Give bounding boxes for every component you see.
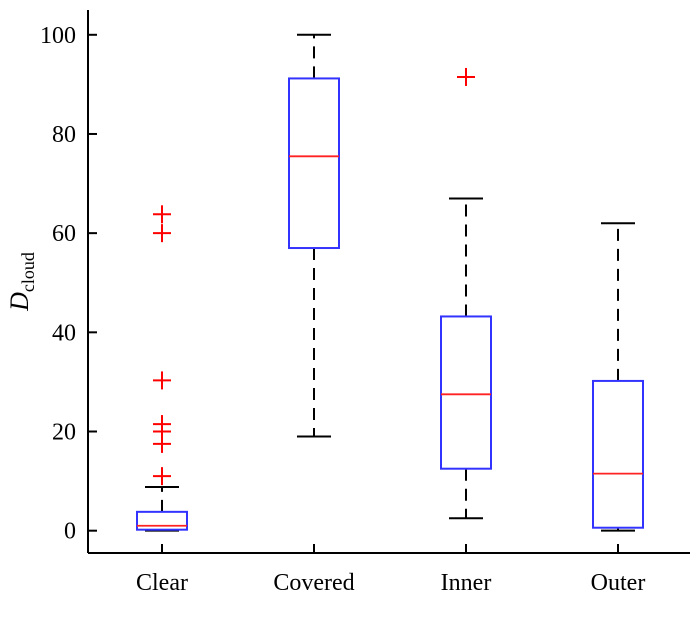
iqr-box	[136, 510, 188, 531]
x-tick-label: Clear	[136, 570, 188, 596]
y-tick-label: 0	[64, 519, 76, 545]
box-inner	[440, 67, 492, 520]
y-tick-label: 80	[52, 122, 76, 148]
box-series	[136, 33, 644, 532]
outlier-marker	[153, 415, 171, 434]
y-axis-label-main: D	[5, 292, 34, 312]
box-covered	[288, 33, 340, 438]
outlier-marker	[153, 467, 171, 486]
x-tick-label: Outer	[591, 570, 646, 596]
outlier-marker	[457, 67, 475, 86]
x-tick-label: Inner	[441, 570, 492, 596]
y-tick-label: 20	[52, 420, 76, 446]
outlier-marker	[153, 224, 171, 243]
iqr-box	[288, 77, 340, 250]
box-clear	[136, 205, 188, 532]
x-tick-label: Covered	[273, 570, 354, 596]
outlier-marker	[153, 205, 171, 224]
outlier-marker	[153, 371, 171, 390]
y-tick-label: 60	[52, 221, 76, 247]
iqr-box	[592, 379, 644, 529]
y-tick-label: 100	[40, 23, 76, 49]
y-axis-label-subscript: cloud	[18, 252, 38, 292]
box-outer	[592, 222, 644, 532]
axes: 0 20 40 60 80 100 Clear Covered Inner Outer	[40, 10, 690, 596]
iqr-box	[440, 315, 492, 470]
y-axis-label: Dcloud	[5, 252, 38, 312]
y-tick-label: 40	[52, 320, 76, 346]
